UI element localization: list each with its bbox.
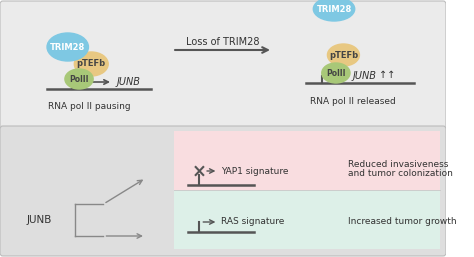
FancyBboxPatch shape [0, 126, 446, 256]
Text: RNA pol II pausing: RNA pol II pausing [48, 102, 131, 111]
Text: JUNB: JUNB [117, 77, 141, 87]
Ellipse shape [313, 0, 355, 21]
Ellipse shape [47, 33, 89, 61]
Bar [174, 131, 440, 190]
Text: and tumor colonization: and tumor colonization [348, 169, 453, 178]
Text: JUNB: JUNB [27, 215, 52, 225]
Ellipse shape [74, 52, 108, 76]
FancyBboxPatch shape [0, 1, 446, 130]
Text: pTEFb: pTEFb [77, 60, 106, 69]
Text: PolII: PolII [326, 69, 346, 78]
Text: PolII: PolII [69, 75, 89, 84]
Text: TRIM28: TRIM28 [316, 5, 352, 14]
Text: JUNB: JUNB [353, 71, 377, 81]
Text: YAP1 signature: YAP1 signature [221, 167, 289, 176]
Bar [174, 190, 440, 249]
Text: Increased tumor growth: Increased tumor growth [348, 217, 457, 226]
Text: RNA pol II released: RNA pol II released [310, 97, 396, 106]
Text: TRIM28: TRIM28 [50, 42, 85, 51]
Ellipse shape [328, 44, 359, 66]
Text: pTEFb: pTEFb [329, 50, 358, 60]
Ellipse shape [322, 63, 350, 83]
Text: Loss of TRIM28: Loss of TRIM28 [186, 37, 260, 47]
Ellipse shape [65, 69, 93, 89]
Text: RAS signature: RAS signature [221, 217, 284, 226]
Text: Reduced invasiveness: Reduced invasiveness [348, 160, 448, 169]
Text: ↑↑: ↑↑ [379, 70, 395, 80]
